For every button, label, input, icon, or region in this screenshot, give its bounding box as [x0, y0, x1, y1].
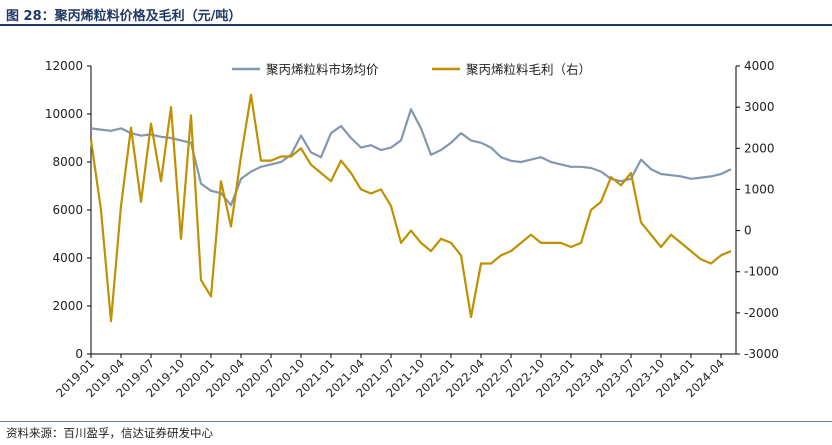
right-tick-label: -2000 [744, 306, 779, 320]
chart-axes: 020004000600080001000012000-3000-2000-10… [45, 59, 779, 400]
right-tick-label: 3000 [744, 100, 775, 114]
source-note: 资料来源：百川盈孚，信达证券研发中心 [6, 426, 213, 440]
title-rule [0, 24, 832, 26]
left-tick-label: 12000 [45, 59, 83, 73]
chart-series [89, 93, 732, 323]
right-tick-label: 2000 [744, 141, 775, 155]
margin-series-line [89, 93, 732, 323]
left-tick-label: 2000 [52, 299, 83, 313]
left-tick-label: 8000 [52, 155, 83, 169]
right-tick-label: 0 [744, 224, 752, 238]
chart-legend: 聚丙烯粒料市场均价 聚丙烯粒料毛利（右） [232, 62, 591, 77]
left-tick-label: 0 [75, 347, 83, 361]
left-tick-label: 10000 [45, 107, 83, 121]
left-tick-label: 4000 [52, 251, 83, 265]
right-tick-label: -3000 [744, 347, 779, 361]
legend-label: 聚丙烯粒料毛利（右） [466, 62, 591, 77]
bottom-rule [0, 421, 832, 422]
right-tick-label: 4000 [744, 59, 775, 73]
right-tick-label: 1000 [744, 182, 775, 196]
page-title: 图 28：聚丙烯粒料价格及毛利（元/吨） [6, 9, 242, 24]
left-tick-label: 6000 [52, 203, 83, 217]
legend-label: 聚丙烯粒料市场均价 [266, 62, 379, 77]
right-tick-label: -1000 [744, 265, 779, 279]
chart: 020004000600080001000012000-3000-2000-10… [45, 59, 779, 400]
